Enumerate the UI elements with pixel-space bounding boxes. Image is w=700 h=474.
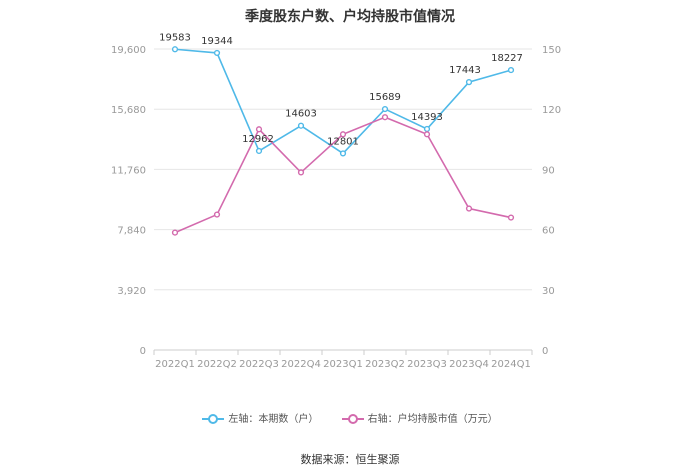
data-label: 17443: [449, 65, 481, 76]
data-labels: 19583 19344 12962 14603 12801 15689 14393 17443…: [159, 32, 523, 147]
data-point: [507, 66, 515, 74]
series-lines: [171, 46, 515, 236]
left-tick-label: 15,680: [111, 105, 146, 116]
x-tick-label: 2022Q3: [239, 359, 279, 370]
right-tick-label: 90: [542, 165, 555, 176]
chart-title: 季度股东户数、户均持股市值情况: [245, 9, 455, 25]
left-tick-label: 3,920: [117, 286, 146, 297]
left-tick-label: 7,840: [117, 226, 146, 237]
data-label: 19344: [201, 36, 233, 47]
legend-line-pink-icon: [341, 414, 364, 424]
x-tick-label: 2023Q3: [407, 359, 447, 370]
data-point: [339, 131, 347, 138]
data-point: [171, 46, 179, 53]
right-tick-label: 30: [542, 286, 555, 297]
x-tick-label: 2024Q1: [491, 359, 531, 370]
x-tick-label: 2023Q2: [365, 359, 405, 370]
data-label: 12801: [327, 136, 359, 147]
right-tick-label: 120: [542, 105, 561, 116]
data-point: [255, 126, 263, 133]
right-tick-label: 150: [542, 45, 561, 56]
left-tick-label: 11,760: [111, 165, 146, 176]
data-point: [339, 150, 347, 157]
gridlines: [154, 48, 532, 351]
left-tick-label: 0: [140, 346, 146, 357]
data-point: [507, 214, 515, 221]
data-point: [297, 169, 305, 176]
right-tick-label: 60: [542, 226, 555, 237]
data-point: [171, 229, 179, 236]
data-point: [297, 122, 305, 129]
data-point: [255, 147, 263, 155]
data-point: [423, 125, 431, 133]
legend-label-market-value: 右轴：户均持股市值（万元）: [367, 414, 498, 425]
data-label: 19583: [159, 32, 191, 43]
data-point: [213, 211, 221, 218]
data-label: 12962: [242, 134, 274, 145]
data-label: 15689: [369, 92, 401, 103]
data-label: 14603: [285, 109, 317, 120]
legend-line-blue-icon: [202, 414, 225, 424]
data-label: 14393: [411, 112, 443, 123]
data-point: [465, 205, 473, 212]
left-axis-ticks: 0 3,920 7,840 11,760 15,680 19,600: [111, 45, 146, 357]
x-tick-label: 2023Q1: [323, 359, 363, 370]
data-point: [213, 49, 221, 57]
legend-label-households: 左轴：本期数（户）: [228, 414, 319, 425]
x-tick-label: 2023Q4: [449, 359, 489, 370]
legend: 左轴：本期数（户） 右轴：户均持股市值（万元）: [0, 410, 700, 425]
legend-item-market-value[interactable]: 右轴：户均持股市值（万元）: [341, 410, 498, 425]
data-point: [423, 131, 431, 138]
x-axis-ticks: 2022Q1 2022Q2 2022Q3 2022Q4 2023Q1 2023Q2 2023…: [153, 350, 533, 370]
data-point: [465, 79, 473, 86]
source-note: 数据来源：恒生聚源: [300, 453, 400, 466]
left-tick-label: 19,600: [111, 45, 146, 56]
right-axis-ticks: 0 30 60 90 120 150: [542, 45, 561, 357]
data-point: [381, 105, 389, 113]
data-point: [381, 114, 389, 121]
x-tick-label: 2022Q2: [197, 359, 237, 370]
data-label: 18227: [491, 53, 523, 64]
right-tick-label: 0: [542, 346, 548, 357]
legend-item-households[interactable]: 左轴：本期数（户）: [202, 410, 318, 425]
x-tick-label: 2022Q4: [281, 359, 321, 370]
x-tick-label: 2022Q1: [155, 359, 195, 370]
